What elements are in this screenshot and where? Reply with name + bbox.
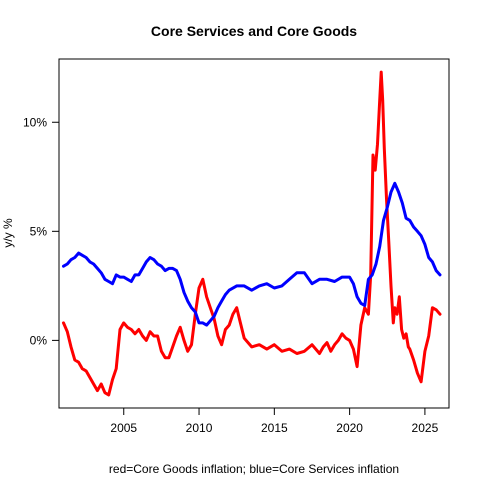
x-tick-label: 2005: [110, 421, 137, 435]
series-line-core-services: [62, 181, 442, 327]
x-tick-label: 2015: [261, 421, 288, 435]
y-tick-label: 10%: [23, 115, 47, 129]
y-axis-label: y/y %: [1, 218, 15, 248]
x-tick-label: 2025: [412, 421, 439, 435]
chart-title: Core Services and Core Goods: [151, 23, 357, 39]
series-line-core-goods: [62, 70, 442, 397]
x-tick-label: 2010: [186, 421, 213, 435]
y-tick-label: 0%: [30, 333, 48, 347]
x-axis-label: red=Core Goods inflation; blue=Core Serv…: [109, 462, 399, 476]
x-axis: 2005 2010 2015 2020 2025: [110, 407, 439, 435]
y-tick-label: 5%: [30, 224, 48, 238]
series-layer: [62, 70, 442, 397]
x-tick-label: 2020: [336, 421, 363, 435]
y-axis: 0% 5% 10%: [23, 115, 60, 347]
